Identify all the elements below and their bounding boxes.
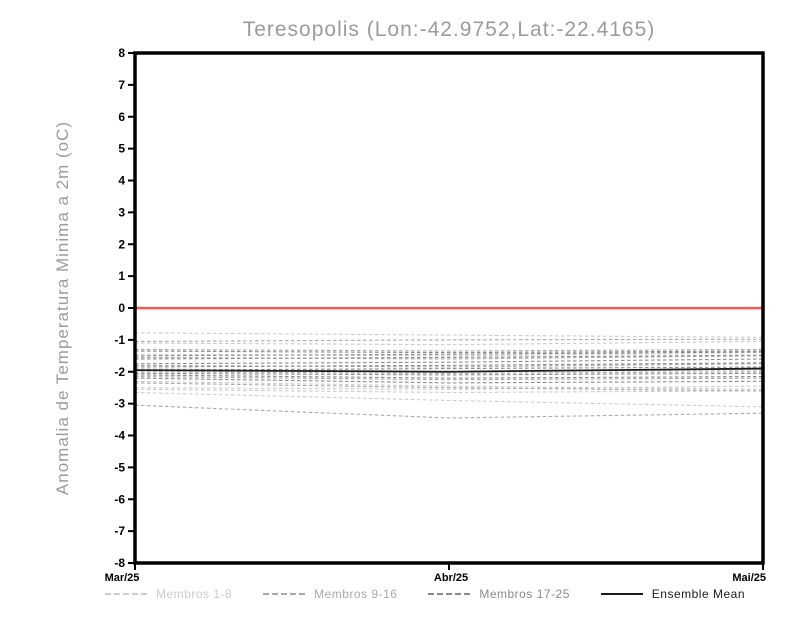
- member-line-group-3: [134, 362, 764, 368]
- member-line-group-2: [134, 371, 764, 374]
- x-tick-label: Mar/25: [105, 572, 140, 584]
- dashed-line-swatch-icon: [105, 593, 147, 595]
- member-line-group-1: [134, 332, 764, 338]
- member-line-group-3: [134, 366, 764, 371]
- member-line-group-1: [134, 380, 764, 390]
- legend: Membros 1-8 Membros 9-16 Membros 17-25 E…: [105, 584, 745, 604]
- y-tick-label: 0: [118, 301, 125, 315]
- y-tick-label: 2: [118, 237, 125, 251]
- chart-title: Teresopolis (Lon:-42.9752,Lat:-22.4165): [242, 18, 656, 41]
- member-line-group-1: [134, 385, 764, 390]
- y-tick-label: -5: [114, 460, 125, 474]
- y-tick-label: -2: [114, 365, 125, 379]
- member-line-group-2: [134, 375, 764, 381]
- member-line-group-1: [134, 340, 764, 346]
- member-line-group-1: [134, 391, 764, 408]
- legend-item-ensemble-mean: Ensemble Mean: [600, 587, 745, 601]
- member-line-group-3: [134, 350, 764, 354]
- y-tick-label: 5: [118, 142, 125, 156]
- legend-item-membros-1-8: Membros 1-8: [105, 587, 232, 601]
- member-line-group-3: [134, 354, 764, 360]
- legend-label: Membros 9-16: [314, 587, 398, 601]
- ensemble-mean-line: [134, 367, 764, 373]
- y-tick-label: 8: [118, 46, 125, 60]
- legend-item-membros-9-16: Membros 9-16: [263, 587, 397, 601]
- member-line-group-2: [134, 338, 764, 343]
- y-tick-label: -6: [114, 492, 125, 506]
- y-tick-label: 7: [118, 78, 125, 92]
- legend-label: Membros 1-8: [156, 587, 233, 601]
- member-line-group-2: [134, 348, 764, 352]
- y-tick-label: -7: [114, 524, 125, 538]
- member-line-group-2: [134, 382, 764, 392]
- solid-line-swatch-icon: [600, 593, 643, 595]
- y-tick-label: -8: [114, 556, 125, 570]
- member-line-group-3: [134, 351, 764, 357]
- y-tick-label: 6: [118, 110, 125, 124]
- member-line-group-3: [134, 374, 764, 379]
- legend-item-membros-17-25: Membros 17-25: [428, 587, 570, 601]
- member-line-group-2: [134, 404, 764, 419]
- y-tick-label: -3: [114, 397, 125, 411]
- y-tick-label: 1: [118, 269, 125, 283]
- member-line-group-3: [134, 377, 764, 384]
- dashed-line-swatch-icon: [263, 593, 306, 595]
- member-line-group-3: [134, 358, 764, 365]
- y-tick-label: -1: [114, 333, 125, 347]
- member-line-group-1: [134, 388, 764, 394]
- legend-label: Membros 17-25: [479, 587, 570, 601]
- x-tick-label: Mai/25: [732, 572, 766, 584]
- y-tick-label: -4: [114, 429, 125, 443]
- y-tick-label: 4: [118, 174, 125, 188]
- y-tick-label: 3: [118, 205, 125, 219]
- member-line-group-3: [134, 372, 764, 376]
- legend-label: Ensemble Mean: [651, 587, 745, 601]
- x-tick-label: Abr/25: [434, 572, 468, 584]
- dashed-line-swatch-icon: [428, 593, 471, 595]
